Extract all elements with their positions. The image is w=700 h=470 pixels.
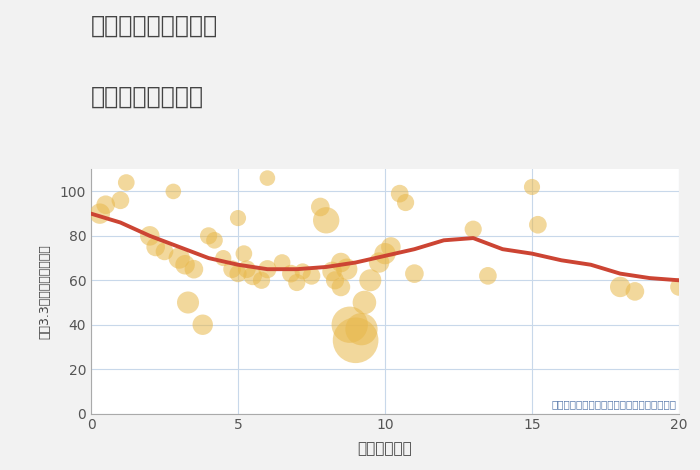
Point [297,267,308,275]
Point [409,270,420,277]
X-axis label: 駅距離（分）: 駅距離（分） [358,441,412,456]
Point [218,254,229,262]
Point [526,183,538,191]
Point [227,266,238,273]
Point [306,272,317,280]
Text: 円の大きさは、取引のあった物件面積を示す: 円の大きさは、取引のあった物件面積を示す [551,399,676,409]
Point [335,259,346,266]
Point [468,226,479,233]
Point [330,276,341,284]
Point [183,299,194,306]
Point [276,259,288,266]
Point [335,283,346,291]
Point [209,236,220,244]
Point [374,259,385,266]
Point [232,270,244,277]
Point [326,267,337,275]
Point [532,221,543,228]
Y-axis label: 坪（3.3㎡）単価（万円）: 坪（3.3㎡）単価（万円） [38,244,51,339]
Point [291,279,302,286]
Point [673,283,685,291]
Point [359,299,370,306]
Point [168,188,179,195]
Text: 駅距離別土地価格: 駅距離別土地価格 [91,85,204,109]
Point [179,261,190,268]
Point [400,199,411,206]
Point [629,288,641,295]
Point [197,321,209,329]
Point [94,210,106,218]
Point [232,214,244,222]
Point [379,250,391,258]
Point [344,321,356,329]
Point [120,179,132,186]
Point [238,250,249,258]
Point [262,266,273,273]
Point [203,232,214,240]
Point [385,243,396,251]
Point [144,232,155,240]
Point [174,254,185,262]
Point [100,201,111,209]
Point [394,190,405,197]
Point [315,203,326,211]
Point [286,270,297,277]
Point [615,283,626,291]
Point [247,272,258,280]
Point [188,266,199,273]
Point [356,325,367,333]
Point [321,217,332,224]
Point [241,266,253,273]
Point [115,196,126,204]
Point [365,276,376,284]
Text: 東京都つくし野駅の: 東京都つくし野駅の [91,14,218,38]
Point [341,266,352,273]
Point [262,174,273,182]
Point [159,248,170,255]
Point [150,243,161,251]
Point [350,337,361,344]
Point [256,276,267,284]
Point [482,272,493,280]
